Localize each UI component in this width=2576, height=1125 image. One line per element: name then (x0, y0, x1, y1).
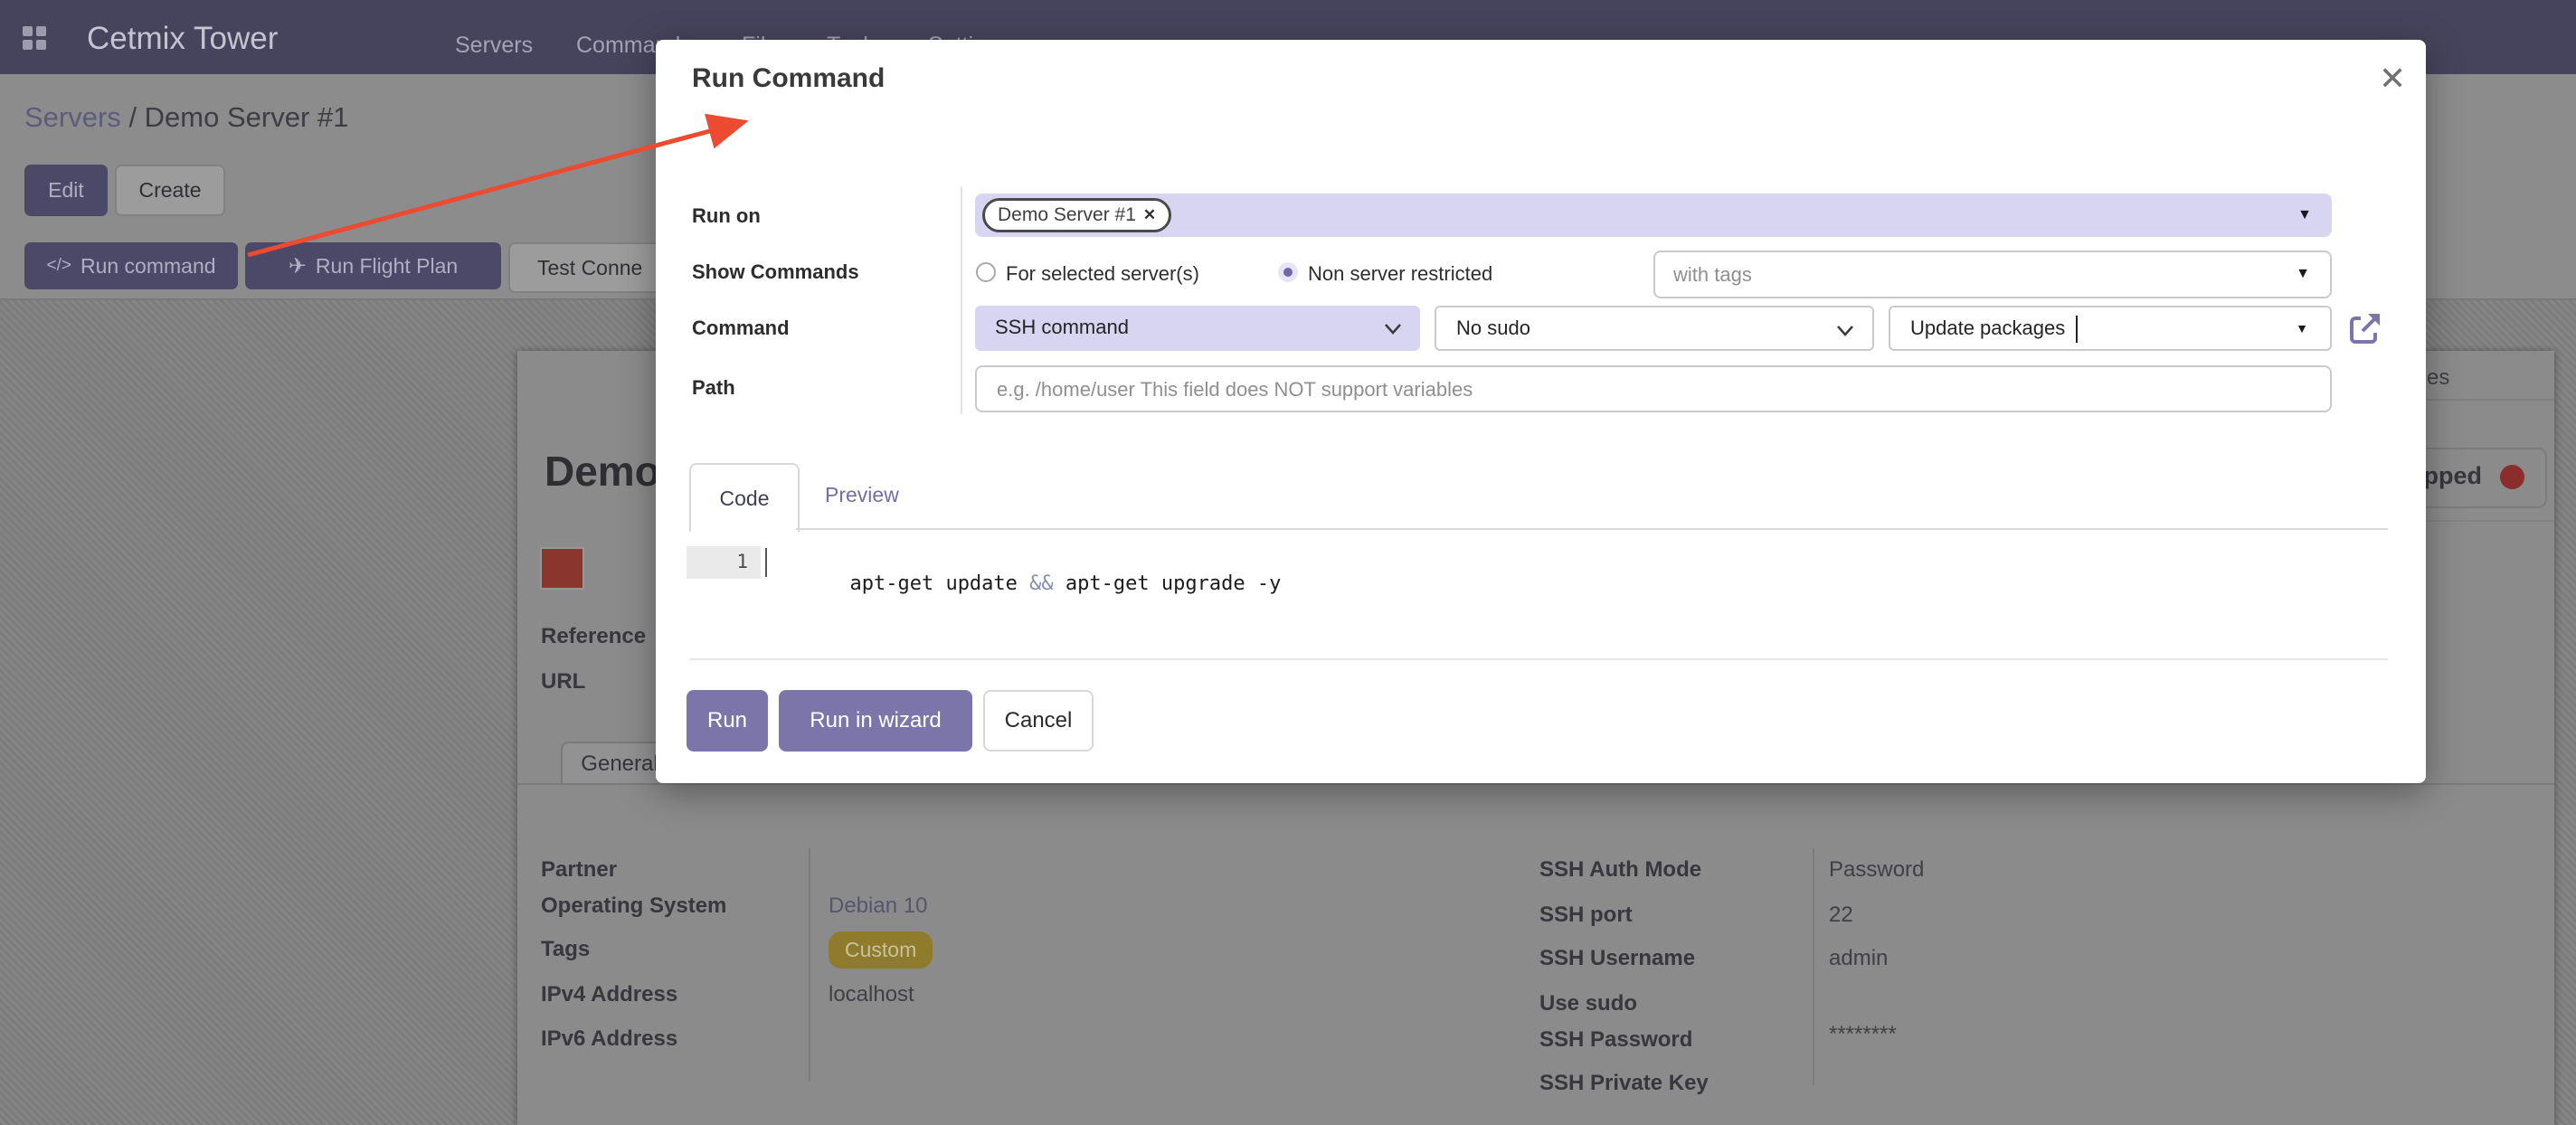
path-input[interactable]: e.g. /home/user This field does NOT supp… (975, 365, 2332, 412)
tab-code[interactable]: Code (689, 463, 800, 532)
test-connection-label: Test Conne (537, 255, 643, 279)
detail-label: Tags (541, 937, 591, 961)
code-icon: </> (46, 256, 71, 275)
radio-non-restricted[interactable] (1278, 262, 1298, 282)
nav-item-servers[interactable]: Servers (455, 33, 534, 58)
server-tag-pill[interactable]: Demo Server #1 ✕ (982, 198, 1172, 232)
command-type-select[interactable]: SSH command (975, 306, 1420, 351)
right-panel-partial-text: es (2427, 365, 2450, 390)
details-left-separator (809, 848, 810, 1082)
detail-label: Use sudo (1539, 991, 1638, 1016)
chevron-down-icon[interactable]: ▼ (2297, 207, 2312, 222)
chevron-icon (1837, 326, 1853, 336)
run-on-field[interactable]: Demo Server #1 ✕ ▼ (975, 194, 2332, 237)
detail-label: SSH Password (1539, 1027, 1693, 1052)
tabs-bottom-border (796, 528, 2388, 530)
run-button[interactable]: Run (687, 690, 768, 752)
breadcrumb: Servers / Demo Server #1 (24, 101, 348, 134)
run-flight-plan-button[interactable]: ✈ Run Flight Plan (245, 242, 501, 289)
radio-dot (1283, 268, 1293, 277)
breadcrumb-parent[interactable]: Servers (24, 101, 121, 133)
status-dot (2500, 465, 2524, 489)
detail-label: SSH Auth Mode (1539, 857, 1702, 882)
detail-label: Partner (541, 857, 618, 882)
tag-badge-label: Custom (845, 938, 917, 961)
edit-button[interactable]: Edit (24, 165, 108, 216)
tab-preview[interactable]: Preview (825, 483, 899, 506)
line-number: 1 (736, 551, 748, 572)
tab-bottom-border (517, 783, 2554, 785)
show-commands-label: Show Commands (692, 260, 859, 283)
tag-remove-icon[interactable]: ✕ (1142, 206, 1157, 223)
run-command-label: Run command (80, 253, 216, 278)
tab-code-label: Code (719, 486, 770, 510)
code-token: apt-get update (849, 572, 1030, 595)
chevron-icon (1385, 324, 1401, 335)
with-tags-placeholder: with tags (1673, 263, 1752, 286)
create-button[interactable]: Create (115, 165, 225, 216)
reference-label: Reference (541, 624, 647, 648)
breadcrumb-current: / Demo Server #1 (128, 101, 349, 133)
right-panel-divider (2426, 399, 2554, 401)
path-label: Path (692, 376, 735, 399)
code-line[interactable]: apt-get update && apt-get upgrade -y (778, 550, 1281, 618)
color-swatch[interactable] (540, 547, 584, 590)
path-placeholder: e.g. /home/user This field does NOT supp… (997, 378, 1473, 401)
detail-value: 22 (1829, 903, 1853, 927)
modal-title: Run Command (692, 63, 886, 93)
url-label: URL (541, 669, 586, 694)
status-row-divider (2426, 520, 2554, 522)
radio-selected-servers-label[interactable]: For selected server(s) (1006, 262, 1199, 285)
command-type-value: SSH command (995, 316, 1129, 338)
code-operator-token: && (1029, 572, 1054, 595)
plane-icon: ✈ (288, 253, 307, 279)
run-command-button[interactable]: </> Run command (24, 242, 238, 289)
sudo-value: No sudo (1456, 317, 1530, 339)
code-gutter: 1 (687, 546, 761, 579)
chevron-down-icon[interactable]: ▼ (2296, 321, 2308, 336)
run-in-wizard-button[interactable]: Run in wizard (779, 690, 972, 752)
external-link-icon[interactable] (2348, 311, 2382, 345)
tag-badge[interactable]: Custom (829, 931, 933, 969)
detail-value: Password (1829, 857, 1925, 882)
run-flight-plan-label: Run Flight Plan (315, 253, 459, 278)
command-name-value: Update packages (1910, 317, 2066, 339)
apps-grid-icon[interactable] (23, 26, 46, 50)
chevron-down-icon[interactable]: ▼ (2296, 266, 2310, 281)
detail-label: SSH port (1539, 903, 1633, 927)
radio-non-restricted-label[interactable]: Non server restricted (1308, 262, 1493, 285)
text-cursor (2076, 316, 2078, 343)
detail-label: SSH Username (1539, 946, 1696, 970)
app-title[interactable]: Cetmix Tower (87, 21, 279, 56)
details-right-separator (1813, 848, 1814, 1085)
detail-label: Operating System (541, 893, 727, 918)
command-label: Command (692, 317, 790, 339)
cancel-button[interactable]: Cancel (983, 690, 1094, 752)
command-name-combo[interactable]: Update packages ▼ (1889, 306, 2332, 351)
detail-label: SSH Private Key (1539, 1071, 1709, 1095)
detail-label: IPv6 Address (541, 1026, 678, 1051)
modal-footer-divider (690, 658, 2388, 660)
with-tags-select[interactable]: with tags ▼ (1653, 251, 2332, 298)
server-tag-label: Demo Server #1 (998, 204, 1136, 225)
run-on-label: Run on (692, 204, 761, 227)
ipv4-value: localhost (829, 982, 914, 1007)
run-command-modal: Run Command ✕ Run on Demo Server #1 ✕ ▼ … (656, 40, 2426, 783)
detail-value: admin (1829, 946, 1889, 970)
detail-value: ******** (1829, 1022, 1897, 1046)
form-separator (961, 186, 962, 414)
os-link[interactable]: Debian 10 (829, 893, 928, 918)
detail-label: IPv4 Address (541, 982, 678, 1007)
code-token: apt-get upgrade -y (1053, 572, 1282, 595)
sudo-select[interactable]: No sudo (1435, 306, 1874, 351)
radio-selected-servers[interactable] (976, 262, 996, 282)
close-icon[interactable]: ✕ (2379, 60, 2407, 97)
editor-cursor (765, 548, 767, 577)
